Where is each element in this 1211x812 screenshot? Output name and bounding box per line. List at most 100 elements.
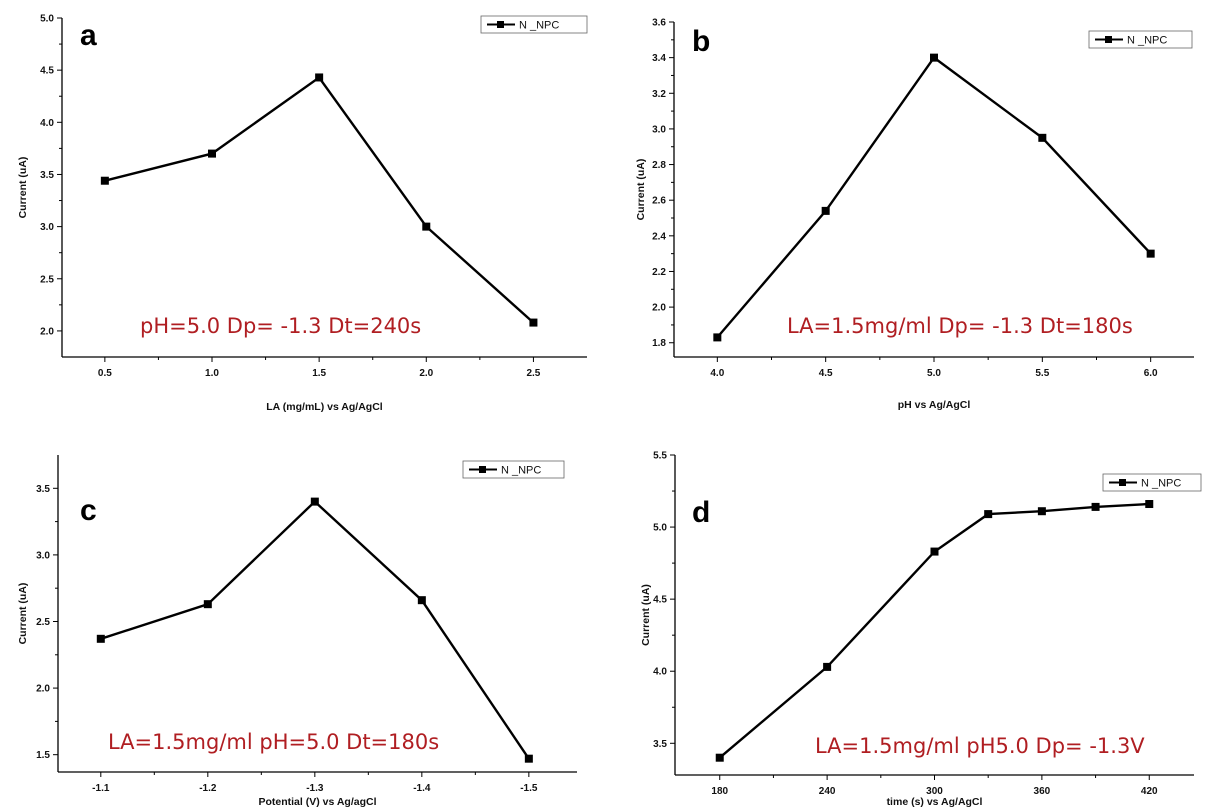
x-axis-label: time (s) vs Ag/AgCl bbox=[887, 796, 983, 808]
data-point bbox=[208, 149, 216, 158]
y-tick-label: 2.0 bbox=[652, 303, 666, 314]
data-point bbox=[422, 222, 431, 231]
y-tick-label: 2.0 bbox=[40, 326, 54, 337]
condition-annotation: LA=1.5mg/ml Dp= -1.3 Dt=180s bbox=[787, 314, 1133, 338]
panel-label: b bbox=[692, 25, 710, 58]
legend-label: N _NPC bbox=[501, 465, 541, 477]
x-tick-label: 2.0 bbox=[419, 368, 433, 379]
y-tick-label: 4.0 bbox=[40, 118, 54, 129]
legend-box bbox=[1088, 30, 1193, 49]
data-point bbox=[1091, 502, 1100, 511]
y-tick-label: 2.5 bbox=[36, 617, 50, 628]
data-point bbox=[203, 600, 212, 609]
y-tick-label: 5.0 bbox=[40, 14, 54, 25]
y-tick-label: 4.5 bbox=[653, 595, 667, 606]
x-tick-label: 6.0 bbox=[1144, 368, 1158, 379]
x-tick-label: 2.5 bbox=[526, 368, 540, 379]
x-tick-label: 240 bbox=[819, 786, 836, 797]
legend-marker bbox=[479, 466, 486, 473]
y-tick-label: 3.5 bbox=[40, 170, 54, 181]
legend-marker bbox=[1119, 479, 1126, 486]
y-tick-label: 3.5 bbox=[653, 739, 667, 750]
series-line bbox=[716, 55, 1152, 339]
data-point bbox=[529, 318, 538, 327]
x-axis-label: pH vs Ag/AgCl bbox=[898, 399, 971, 411]
legend-marker bbox=[1105, 36, 1112, 43]
x-tick-label: -1.4 bbox=[413, 783, 431, 794]
chart-panel-a: 2.0 2.5 3.0 3.5 4.0 4.5 5.0 0.5 1.0 1.5 2.0 2.5 LA (… bbox=[17, 14, 588, 413]
y-axis-label: Current (uA) bbox=[17, 583, 29, 645]
data-point bbox=[417, 596, 426, 605]
legend-label: N _NPC bbox=[1127, 35, 1167, 47]
y-tick-label: 5.5 bbox=[653, 451, 667, 462]
legend: N _NPC bbox=[1088, 30, 1193, 49]
y-tick-label: 1.5 bbox=[36, 750, 50, 761]
legend-label: N _NPC bbox=[519, 20, 559, 32]
legend-marker bbox=[497, 21, 504, 28]
x-tick-label: 1.0 bbox=[205, 368, 219, 379]
legend-box bbox=[1102, 473, 1202, 492]
data-point bbox=[823, 662, 832, 671]
panel-label: a bbox=[80, 19, 97, 52]
legend: N _NPC bbox=[1102, 473, 1202, 492]
legend: N _NPC bbox=[480, 15, 588, 34]
chart-panel-d: 3.5 4.0 4.5 5.0 5.5 180 240 300 360 420 time (s) v… bbox=[640, 451, 1202, 808]
x-tick-label: 420 bbox=[1141, 786, 1158, 797]
series-line bbox=[100, 499, 530, 760]
y-tick-label: 5.0 bbox=[653, 523, 667, 534]
data-point bbox=[310, 497, 319, 506]
legend: N _NPC bbox=[462, 460, 565, 479]
y-tick-label: 3.0 bbox=[652, 124, 666, 135]
chart-panel-b: 1.8 2.0 2.2 2.4 2.6 2.8 3.0 3.2 3.4 3.6 4.0 4.5 5.0 5… bbox=[635, 18, 1194, 411]
x-tick-label: -1.5 bbox=[520, 783, 538, 794]
x-tick-label: 300 bbox=[926, 786, 943, 797]
data-point bbox=[713, 333, 722, 342]
panel-label: d bbox=[692, 496, 710, 529]
x-tick-label: 180 bbox=[711, 786, 728, 797]
data-point bbox=[1146, 249, 1155, 258]
x-tick-label: -1.3 bbox=[306, 783, 324, 794]
data-point bbox=[715, 753, 724, 762]
y-tick-label: 4.0 bbox=[653, 667, 667, 678]
x-tick-label: 4.0 bbox=[710, 368, 724, 379]
y-tick-label: 2.4 bbox=[652, 231, 666, 242]
y-tick-label: 4.5 bbox=[40, 66, 54, 77]
x-tick-label: 360 bbox=[1034, 786, 1051, 797]
x-tick-label: -1.1 bbox=[92, 783, 110, 794]
y-axis-label: Current (uA) bbox=[17, 157, 29, 219]
chart-panel-c: 1.5 2.0 2.5 3.0 3.5 -1.1 -1.2 -1.3 -1.4 -1.5 Poten… bbox=[17, 455, 577, 808]
y-tick-label: 2.8 bbox=[652, 160, 666, 171]
data-point bbox=[315, 73, 324, 82]
legend-box bbox=[480, 15, 588, 34]
condition-annotation: LA=1.5mg/ml pH=5.0 Dt=180s bbox=[108, 730, 439, 754]
y-tick-label: 1.8 bbox=[652, 338, 666, 349]
data-point bbox=[984, 510, 993, 519]
condition-annotation: LA=1.5mg/ml pH5.0 Dp= -1.3V bbox=[815, 734, 1145, 758]
data-point bbox=[930, 53, 938, 62]
data-point bbox=[524, 754, 533, 763]
series-line bbox=[718, 502, 1150, 759]
y-tick-label: 3.0 bbox=[36, 550, 50, 561]
x-axis-label: Potential (V) vs Ag/agCl bbox=[258, 796, 376, 808]
x-tick-label: 5.5 bbox=[1035, 368, 1049, 379]
y-tick-label: 2.2 bbox=[652, 267, 666, 278]
legend-box bbox=[462, 460, 565, 479]
legend-label: N _NPC bbox=[1141, 478, 1181, 490]
x-tick-label: 5.0 bbox=[927, 368, 941, 379]
y-tick-label: 3.4 bbox=[652, 53, 666, 64]
x-tick-label: 0.5 bbox=[98, 368, 112, 379]
x-tick-label: 4.5 bbox=[819, 368, 833, 379]
data-point bbox=[930, 547, 939, 556]
x-axis-label: LA (mg/mL) vs Ag/AgCl bbox=[266, 401, 383, 413]
data-point bbox=[1145, 500, 1154, 509]
series-line bbox=[104, 75, 535, 324]
y-tick-label: 2.6 bbox=[652, 196, 666, 207]
condition-annotation: pH=5.0 Dp= -1.3 Dt=240s bbox=[140, 314, 421, 338]
y-tick-label: 3.2 bbox=[652, 89, 666, 100]
data-point bbox=[1038, 133, 1047, 142]
x-tick-label: 1.5 bbox=[312, 368, 326, 379]
x-tick-label: -1.2 bbox=[199, 783, 217, 794]
data-point bbox=[96, 634, 105, 643]
data-point bbox=[100, 176, 109, 185]
